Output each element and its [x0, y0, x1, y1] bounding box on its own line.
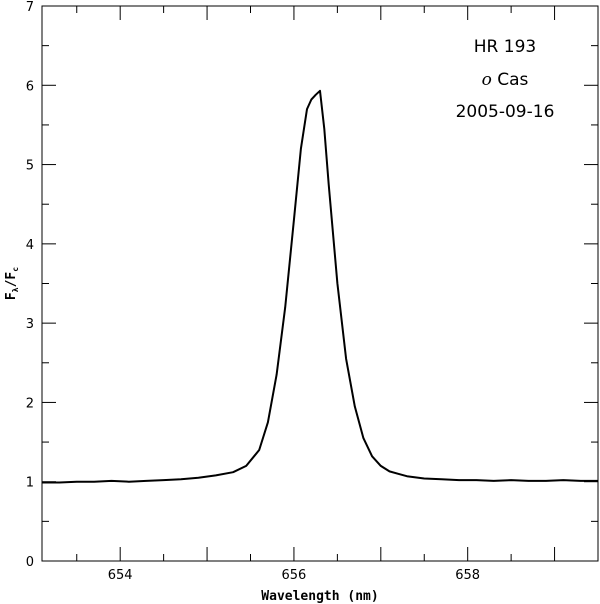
x-tick-label: 654 — [108, 568, 133, 583]
spectrum-line — [42, 89, 598, 484]
annotation-star-name: o Cas — [482, 70, 529, 90]
y-axis-label: Fλ/Fc — [4, 267, 20, 300]
y-tick-label: 1 — [26, 476, 34, 491]
tick-labels: 654 656 658 0 1 2 3 4 5 6 7 — [26, 0, 480, 583]
ticks — [42, 5, 599, 562]
annotation-date: 2005-09-16 — [456, 102, 555, 122]
y-tick-label: 4 — [26, 238, 34, 253]
y-tick-label: 6 — [26, 79, 34, 94]
x-tick-label: 656 — [282, 568, 307, 583]
x-axis-label: Wavelength (nm) — [261, 589, 378, 604]
annotation-star-id: HR 193 — [474, 37, 536, 57]
y-tick-label: 3 — [26, 317, 34, 332]
y-tick-label: 0 — [26, 555, 34, 570]
x-tick-label: 658 — [455, 568, 480, 583]
y-tick-label: 7 — [26, 0, 34, 15]
y-tick-label: 2 — [26, 396, 34, 411]
svg-text:Fλ/Fc: Fλ/Fc — [4, 267, 20, 300]
y-tick-label: 5 — [26, 159, 34, 174]
